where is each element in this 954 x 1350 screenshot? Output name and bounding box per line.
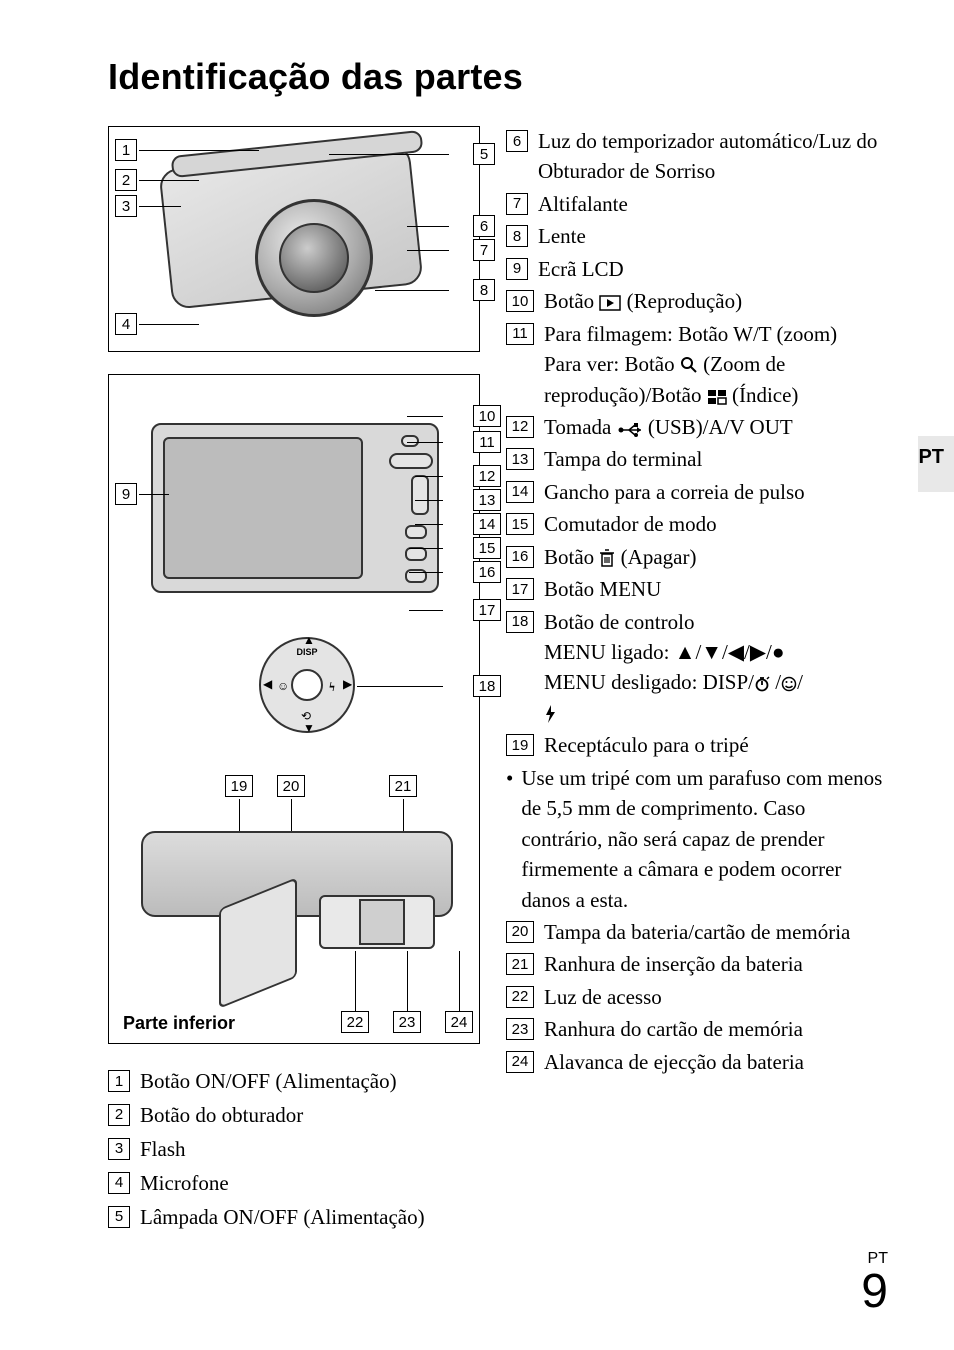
legend-12: 12 bbox=[506, 416, 534, 438]
lang-label: PT bbox=[918, 446, 944, 469]
right-legend: 6Luz do temporizador automático/Luz do O… bbox=[506, 126, 884, 1236]
timer-icon bbox=[754, 676, 770, 692]
legend-9: 9 bbox=[506, 258, 528, 280]
legend-23: 23 bbox=[506, 1018, 534, 1040]
callout-3: 3 bbox=[115, 195, 137, 217]
callout-6: 6 bbox=[473, 215, 495, 237]
legend-10: 10 bbox=[506, 290, 534, 312]
legend-16: 16 bbox=[506, 546, 534, 568]
callout-24: 24 bbox=[445, 1011, 473, 1033]
legend-22: 22 bbox=[506, 986, 534, 1008]
page-number: PT 9 bbox=[861, 1250, 888, 1316]
callout-21: 21 bbox=[389, 775, 417, 797]
callout-15: 15 bbox=[473, 537, 501, 559]
callout-7: 7 bbox=[473, 239, 495, 261]
legend-5: 5 bbox=[108, 1206, 130, 1228]
bottom-caption: Parte inferior bbox=[123, 1013, 235, 1034]
legend-7: 7 bbox=[506, 193, 528, 215]
legend-19: 19 bbox=[506, 734, 534, 756]
legend-24: 24 bbox=[506, 1051, 534, 1073]
legend-18: 18 bbox=[506, 611, 534, 633]
callout-5: 5 bbox=[473, 143, 495, 165]
callout-23: 23 bbox=[393, 1011, 421, 1033]
callout-14: 14 bbox=[473, 513, 501, 535]
page-title: Identificação das partes bbox=[108, 56, 884, 98]
callout-11: 11 bbox=[473, 431, 501, 453]
tripod-note: Use um tripé com um parafuso com menos d… bbox=[521, 763, 884, 915]
callout-13: 13 bbox=[473, 489, 501, 511]
callout-4: 4 bbox=[115, 313, 137, 335]
callout-18: 18 bbox=[473, 675, 501, 697]
legend-4: 4 bbox=[108, 1172, 130, 1194]
bullet: • bbox=[506, 763, 513, 793]
legend-8: 8 bbox=[506, 225, 528, 247]
index-icon bbox=[707, 389, 727, 405]
legend-11: 11 bbox=[506, 323, 534, 345]
callout-17: 17 bbox=[473, 599, 501, 621]
callout-19: 19 bbox=[225, 775, 253, 797]
legend-6: 6 bbox=[506, 130, 528, 152]
legend-21: 21 bbox=[506, 953, 534, 975]
callout-20: 20 bbox=[277, 775, 305, 797]
callout-12: 12 bbox=[473, 465, 501, 487]
trash-icon bbox=[599, 549, 615, 567]
callout-16: 16 bbox=[473, 561, 501, 583]
legend-2: 2 bbox=[108, 1104, 130, 1126]
legend-20: 20 bbox=[506, 921, 534, 943]
legend-3: 3 bbox=[108, 1138, 130, 1160]
legend-13: 13 bbox=[506, 448, 534, 470]
flash-icon bbox=[544, 705, 556, 723]
figure-back-bottom: DISP ▲ ▼ ◀ ▶ ☺ ϟ ⟲ 9 10 11 12 13 bbox=[108, 374, 480, 1044]
magnifier-icon bbox=[680, 356, 698, 374]
legend-14: 14 bbox=[506, 481, 534, 503]
callout-22: 22 bbox=[341, 1011, 369, 1033]
callout-1: 1 bbox=[115, 139, 137, 161]
usb-icon bbox=[617, 423, 643, 437]
callout-9: 9 bbox=[115, 483, 137, 505]
left-legend: 1Botão ON/OFF (Alimentação)2Botão do obt… bbox=[108, 1066, 480, 1234]
callout-2: 2 bbox=[115, 169, 137, 191]
disp-label: DISP bbox=[259, 647, 355, 657]
callout-10: 10 bbox=[473, 405, 501, 427]
play-icon bbox=[599, 295, 621, 311]
legend-1: 1 bbox=[108, 1070, 130, 1092]
smile-icon bbox=[781, 676, 797, 692]
figure-front: 1 2 3 4 5 6 7 8 bbox=[108, 126, 480, 352]
legend-15: 15 bbox=[506, 513, 534, 535]
legend-17: 17 bbox=[506, 578, 534, 600]
callout-8: 8 bbox=[473, 279, 495, 301]
